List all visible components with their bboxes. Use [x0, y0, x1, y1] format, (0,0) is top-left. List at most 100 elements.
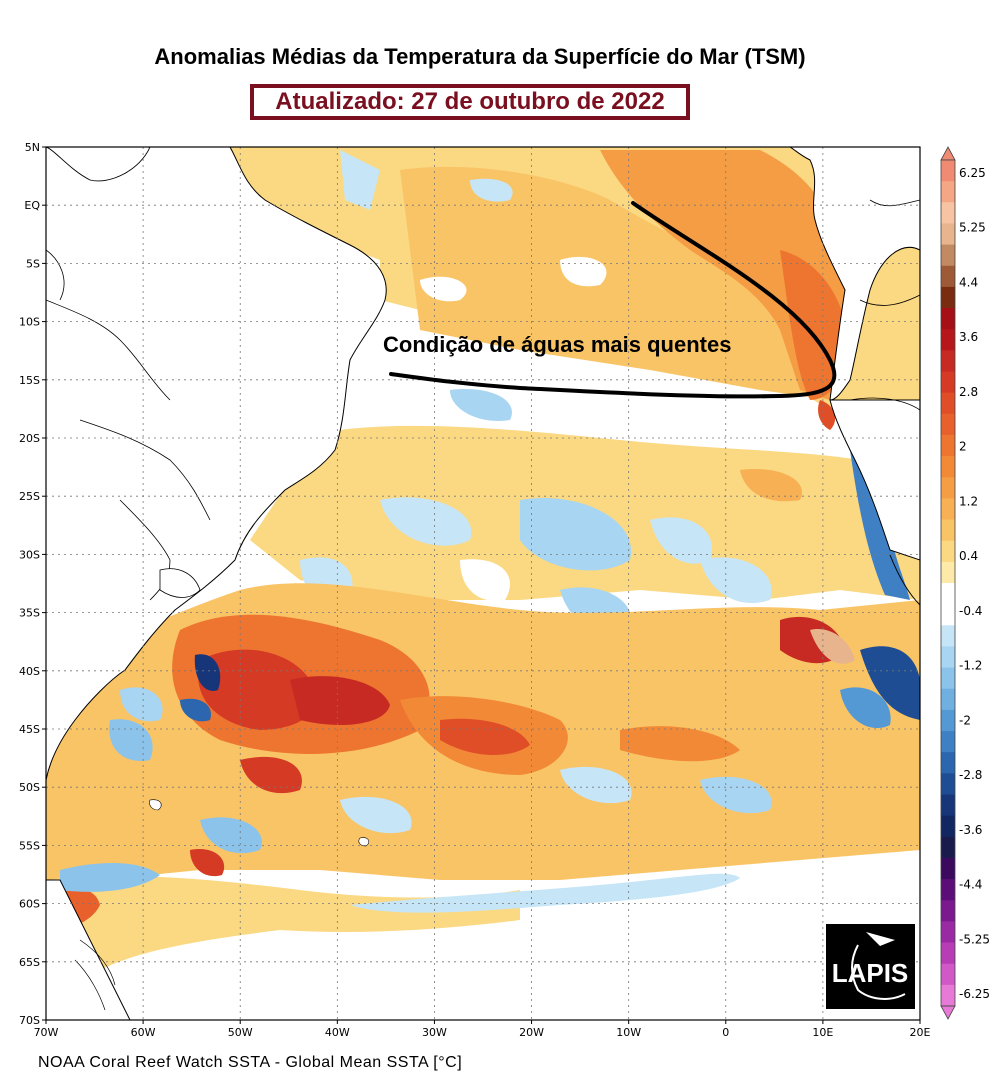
lat-tick-label: 50S	[19, 781, 40, 794]
colorbar-swatch	[941, 709, 955, 732]
colorbar-swatch	[941, 244, 955, 267]
lat-tick-label: 10S	[19, 316, 40, 329]
warm-water-curve	[389, 201, 837, 399]
lat-tick-label: 5N	[25, 141, 40, 154]
lat-tick-label: 20S	[19, 432, 40, 445]
lon-tick-label: 20W	[519, 1026, 544, 1039]
colorbar-swatch	[941, 371, 955, 394]
colorbar-label: -4.4	[959, 878, 982, 892]
colorbar-swatch	[941, 942, 955, 965]
colorbar-swatch	[941, 181, 955, 203]
data-source-footer: NOAA Coral Reef Watch SSTA - Global Mean…	[38, 1054, 463, 1071]
lapis-logo: LAPIS	[826, 924, 915, 1009]
colorbar: 6.25 5.25 4.4 3.6 2.8 2 1.2 0.4 -0.4 -1.2 -2 -2.8 -3…	[940, 146, 990, 1020]
colorbar-label: 2	[959, 440, 967, 454]
colorbar-label: -6.25	[959, 987, 990, 1001]
colorbar-swatch	[941, 519, 955, 542]
colorbar-swatch	[941, 984, 955, 1007]
colorbar-swatch	[941, 625, 955, 647]
lon-tick-label: 0	[722, 1026, 729, 1039]
colorbar-swatch	[941, 561, 955, 584]
colorbar-label: 5.25	[959, 221, 986, 235]
colorbar-swatch	[941, 540, 955, 563]
colorbar-swatch	[941, 773, 955, 795]
colorbar-label: -2	[959, 713, 971, 727]
lat-tick-label: 30S	[19, 548, 40, 561]
colorbar-swatch	[941, 329, 955, 351]
colorbar-label: 0.4	[959, 549, 978, 563]
colorbar-min-arrow	[940, 1005, 956, 1020]
colorbar-max-arrow	[940, 146, 956, 161]
colorbar-swatch	[941, 160, 955, 182]
colorbar-swatch	[941, 392, 955, 415]
colorbar-swatch	[941, 667, 955, 690]
colorbar-label: -3.6	[959, 823, 982, 837]
colorbar-swatch	[941, 350, 955, 372]
lat-tick-label: 5S	[26, 257, 40, 270]
colorbar-swatch	[941, 879, 955, 901]
colorbar-label: 1.2	[959, 494, 978, 508]
lat-tick-label: 45S	[19, 723, 40, 736]
colorbar-swatch	[941, 604, 955, 626]
colorbar-swatch	[941, 498, 955, 521]
colorbar-swatch	[941, 921, 955, 944]
latitude-labels: 5N EQ 5S 10S 15S 20S 25S 30S 35S 40S 45S 50S 55S 60S 6…	[19, 141, 46, 1027]
colorbar-label: 2.8	[959, 385, 978, 399]
lat-tick-label: 55S	[19, 839, 40, 852]
colorbar-swatch	[941, 900, 955, 922]
lon-tick-label: 20E	[910, 1026, 931, 1039]
colorbar-swatch	[941, 815, 955, 838]
colorbar-swatch	[941, 857, 955, 880]
colorbar-swatch	[941, 434, 955, 457]
lon-tick-label: 40W	[325, 1026, 350, 1039]
colorbar-swatch	[941, 731, 955, 753]
colorbar-swatch	[941, 477, 955, 499]
sst-anomaly-map: 5N EQ 5S 10S 15S 20S 25S 30S 35S 40S 45S 50S 55S 60S 6…	[19, 141, 990, 1039]
colorbar-swatch	[941, 836, 955, 859]
lon-tick-label: 50W	[228, 1026, 253, 1039]
lon-tick-label: 70W	[34, 1026, 59, 1039]
lon-tick-label: 10W	[616, 1026, 641, 1039]
lat-tick-label: 15S	[19, 374, 40, 387]
colorbar-swatch	[941, 688, 955, 711]
colorbar-label: -1.2	[959, 659, 982, 673]
colorbar-swatch	[941, 202, 955, 224]
lat-tick-label: 40S	[19, 665, 40, 678]
colorbar-label: 4.4	[959, 275, 978, 289]
colorbar-swatch	[941, 583, 955, 605]
colorbar-label: 3.6	[959, 330, 978, 344]
colorbar-label: -0.4	[959, 604, 982, 618]
anomaly-field	[46, 147, 920, 1020]
colorbar-frame	[940, 159, 956, 1007]
warm-water-annotation: Condição de águas mais quentes	[383, 332, 731, 357]
colorbar-label: 6.25	[959, 166, 986, 180]
colorbar-swatch	[941, 794, 955, 817]
colorbar-swatch	[941, 308, 955, 330]
lat-tick-label: 35S	[19, 607, 40, 620]
lat-tick-label: 65S	[19, 956, 40, 969]
updated-date-box: Atualizado: 27 de outubro de 2022	[250, 84, 690, 120]
lat-tick-label: 60S	[19, 898, 40, 911]
colorbar-swatch	[941, 752, 955, 774]
lapis-logo-text: LAPIS	[832, 958, 909, 988]
colorbar-label: -2.8	[959, 768, 982, 782]
lat-tick-label: 25S	[19, 490, 40, 503]
lon-tick-label: 60W	[131, 1026, 156, 1039]
longitude-labels: 70W 60W 50W 40W 30W 20W 10W 0 10E 20E	[34, 1020, 931, 1039]
colorbar-swatch	[941, 286, 955, 309]
colorbar-swatch	[941, 456, 955, 478]
lat-tick-label: EQ	[24, 199, 40, 212]
colorbar-swatch	[941, 223, 955, 246]
colorbar-swatch	[941, 265, 955, 288]
graticule	[46, 147, 920, 1020]
map-frame	[45, 146, 921, 1021]
lat-tick-label: 70S	[19, 1014, 40, 1027]
colorbar-swatch	[941, 646, 955, 669]
colorbar-swatch	[941, 963, 955, 986]
colorbar-swatch	[941, 413, 955, 436]
colorbar-label: -5.25	[959, 932, 990, 946]
map-title: Anomalias Médias da Temperatura da Super…	[154, 44, 806, 69]
lon-tick-label: 10E	[812, 1026, 833, 1039]
lon-tick-label: 30W	[422, 1026, 447, 1039]
land-masses	[46, 147, 920, 1020]
